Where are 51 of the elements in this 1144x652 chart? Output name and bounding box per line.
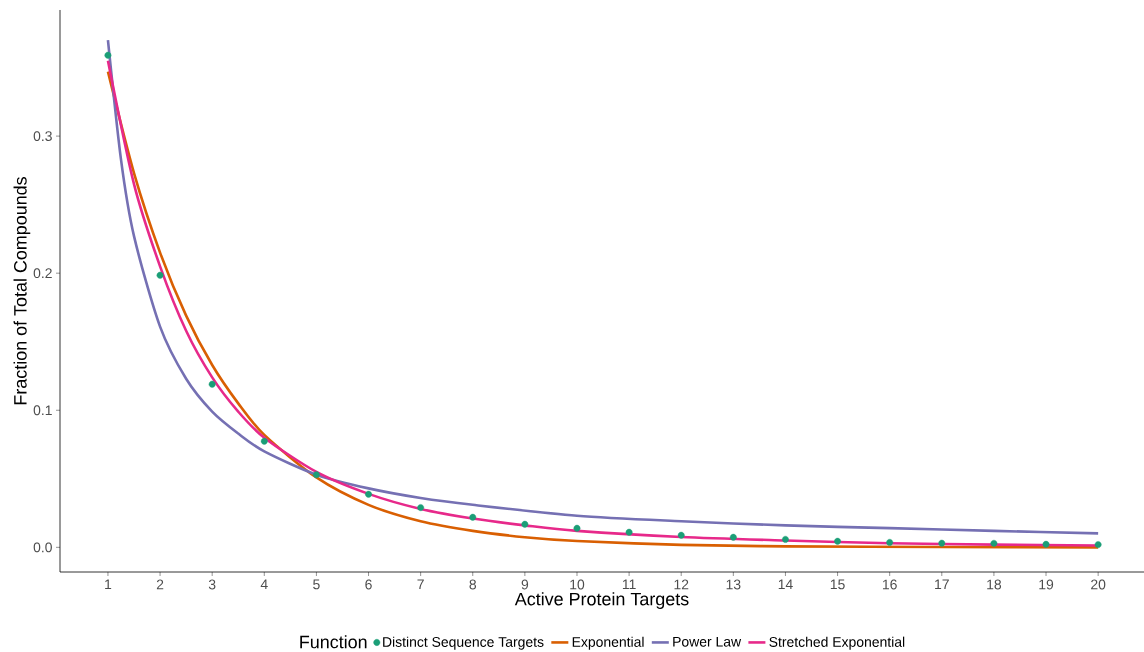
x-tick-label: 11 [622, 579, 636, 590]
y-tick-label: 0.1 [33, 405, 52, 416]
x-tick-label: 9 [521, 579, 529, 590]
x-tick-label: 20 [1091, 579, 1106, 590]
x-tick-label: 4 [260, 579, 268, 590]
point [417, 504, 425, 511]
point [834, 537, 841, 545]
point [938, 539, 946, 547]
x-tick-label: 10 [570, 579, 585, 590]
x-tick-label: 16 [882, 579, 897, 590]
y-tick-label: 0.3 [33, 131, 52, 142]
point [156, 271, 164, 279]
x-tick-label: 18 [987, 579, 1002, 590]
y-tick-label: 0.0 [33, 542, 52, 553]
point [1042, 540, 1050, 548]
x-tick-label: 3 [208, 579, 216, 590]
point [521, 520, 529, 528]
point [365, 490, 372, 498]
x-tick-label: 13 [726, 579, 741, 590]
x-tick-label: 8 [469, 579, 477, 590]
x-tick-label: 15 [830, 579, 845, 590]
x-axis-title: Active Protein Targets [514, 592, 689, 609]
point [782, 535, 789, 543]
x-tick-label: 17 [935, 579, 949, 590]
y-axis-title: Fraction of Total Compounds [13, 177, 31, 405]
legend-label: Distinct Sequence Targets [383, 636, 544, 650]
x-tick-label: 2 [156, 579, 164, 590]
legend-label: Stretched Exponential [769, 636, 905, 650]
point [573, 524, 581, 532]
x-tick-label: 5 [313, 579, 320, 590]
legend-label: Power Law [673, 636, 742, 647]
point [729, 533, 737, 541]
x-tick-label: 12 [674, 579, 689, 590]
point [625, 528, 633, 536]
point [677, 531, 685, 539]
x-tick-label: 7 [417, 579, 424, 590]
x-tick-label: 6 [365, 579, 372, 590]
point [208, 380, 216, 388]
legend-label: Exponential [572, 636, 644, 650]
y-tick-label: 0.2 [33, 268, 52, 279]
point [1094, 541, 1102, 548]
point [260, 437, 268, 445]
point [313, 471, 320, 479]
point [990, 539, 998, 547]
legend-title: Function [300, 635, 367, 649]
x-tick-label: 19 [1039, 579, 1054, 590]
point [886, 538, 894, 546]
x-tick-label: 1 [105, 579, 112, 590]
point [469, 513, 477, 521]
point [104, 51, 112, 59]
x-tick-label: 14 [778, 579, 793, 590]
